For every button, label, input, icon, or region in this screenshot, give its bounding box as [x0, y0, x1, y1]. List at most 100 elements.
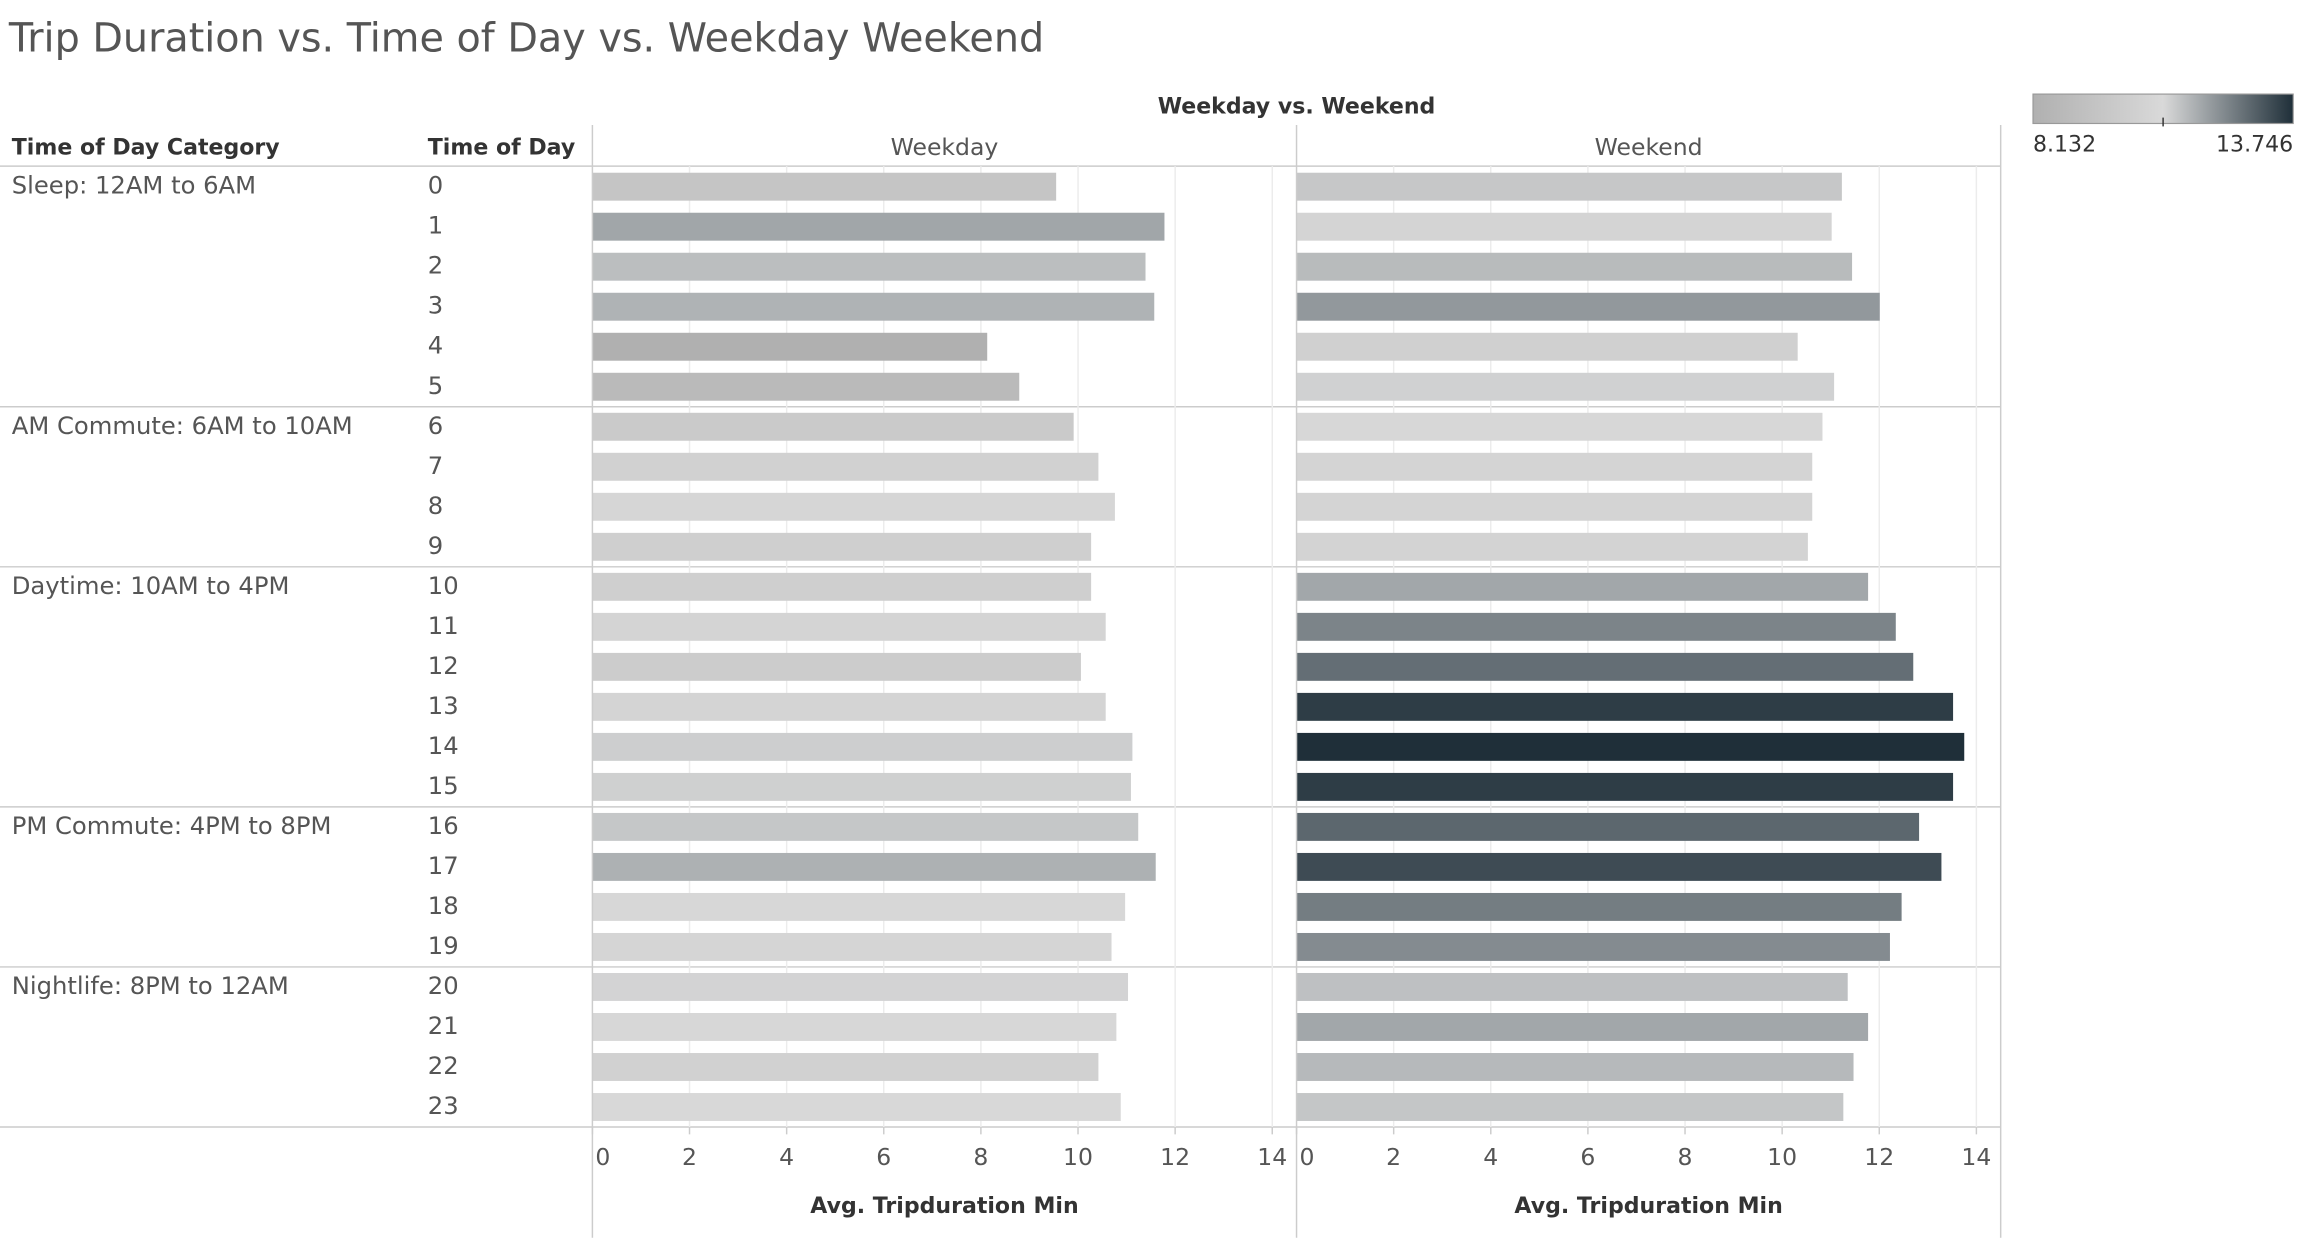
bar	[592, 1093, 1121, 1121]
x-tick-label: 0	[595, 1143, 610, 1171]
bar	[592, 1013, 1117, 1041]
bar	[1296, 1093, 1844, 1121]
bar	[1296, 812, 1920, 841]
bar	[1296, 532, 1808, 561]
row-label: 1	[428, 211, 443, 240]
row-label: 2	[428, 251, 443, 280]
bar	[1296, 612, 1896, 641]
group-label: Daytime: 10AM to 4PM	[12, 571, 290, 600]
bar	[1296, 572, 1869, 601]
chart-body: Trip Duration vs. Time of Day vs. Weekda…	[0, 16, 2294, 1238]
bar	[1296, 452, 1813, 481]
bar	[592, 492, 1115, 521]
bar	[1296, 1013, 1869, 1041]
x-tick-label: 8	[1678, 1143, 1693, 1171]
x-axis-label: Avg. Tripduration Min	[1514, 1194, 1782, 1219]
bar	[592, 1053, 1099, 1081]
row-label: 11	[428, 611, 459, 640]
bar	[1296, 412, 1823, 441]
bar	[1296, 372, 1835, 401]
bar	[1296, 932, 1890, 961]
x-tick-label: 6	[876, 1143, 891, 1171]
bar	[592, 212, 1165, 241]
bar	[592, 812, 1139, 841]
row-label: 3	[428, 291, 443, 320]
x-tick-label: 12	[1160, 1143, 1190, 1171]
group-label: AM Commute: 6AM to 10AM	[12, 411, 353, 440]
row-label: 4	[428, 331, 443, 360]
bar	[592, 852, 1156, 881]
bar	[1296, 972, 1848, 1001]
x-axis-label: Avg. Tripduration Min	[810, 1194, 1078, 1219]
bar	[1296, 892, 1902, 921]
group-label: Sleep: 12AM to 6AM	[12, 171, 256, 200]
bar	[592, 372, 1020, 401]
row-label: 5	[428, 371, 443, 400]
bar	[592, 572, 1092, 601]
row-label: 17	[428, 851, 459, 880]
bar	[1296, 732, 1965, 761]
x-tick-label: 10	[1767, 1143, 1797, 1171]
bar	[592, 652, 1081, 681]
row-label: 20	[428, 971, 459, 1000]
panel-header: Weekend	[1595, 133, 1703, 161]
bar	[592, 412, 1074, 441]
x-tick-label: 10	[1063, 1143, 1093, 1171]
bar	[1296, 252, 1853, 281]
chart-title: Trip Duration vs. Time of Day vs. Weekda…	[8, 16, 1044, 62]
row-label: 16	[428, 811, 459, 840]
row-label: 14	[428, 731, 459, 760]
x-tick-label: 2	[1386, 1143, 1401, 1171]
bar	[1296, 212, 1832, 241]
bar	[1296, 772, 1954, 801]
bar	[1296, 332, 1798, 361]
x-tick-label: 6	[1580, 1143, 1595, 1171]
row-label: 10	[428, 571, 459, 600]
row-label: 12	[428, 651, 459, 680]
row-label: 7	[428, 451, 443, 480]
bar	[592, 252, 1146, 281]
bar	[592, 932, 1112, 961]
row-label: 8	[428, 491, 443, 520]
column-header: Weekday vs. Weekend	[1158, 94, 1436, 119]
row-label: 0	[428, 171, 443, 200]
bar	[592, 532, 1092, 561]
bar	[592, 612, 1106, 641]
row-label: 18	[428, 891, 459, 920]
x-tick-label: 2	[682, 1143, 697, 1171]
x-tick-label: 14	[1961, 1143, 1991, 1171]
bar	[592, 892, 1126, 921]
bar	[592, 692, 1106, 721]
row-label: 19	[428, 931, 459, 960]
row-label: 23	[428, 1091, 459, 1120]
row-label: 9	[428, 531, 443, 560]
bar	[1296, 292, 1880, 321]
bar	[1296, 652, 1914, 681]
bar	[1296, 492, 1813, 521]
row-header: Time of Day Category	[12, 135, 280, 160]
bar	[1296, 852, 1942, 881]
legend-min: 8.132	[2033, 133, 2096, 158]
bar	[592, 292, 1155, 321]
x-tick-label: 0	[1299, 1143, 1314, 1171]
x-tick-label: 4	[779, 1143, 794, 1171]
row-header: Time of Day	[428, 135, 575, 160]
panel-header: Weekday	[891, 133, 999, 161]
group-label: PM Commute: 4PM to 8PM	[12, 811, 332, 840]
bar	[592, 172, 1057, 201]
group-label: Nightlife: 8PM to 12AM	[12, 971, 289, 1000]
bar	[1296, 1053, 1854, 1081]
bar	[592, 332, 988, 361]
bar	[592, 732, 1133, 761]
row-label: 22	[428, 1051, 459, 1080]
bar	[592, 972, 1129, 1001]
x-tick-label: 4	[1483, 1143, 1498, 1171]
bar	[1296, 692, 1954, 721]
bar	[592, 452, 1099, 481]
row-label: 6	[428, 411, 443, 440]
bar	[1296, 172, 1842, 201]
x-tick-label: 12	[1864, 1143, 1894, 1171]
x-tick-label: 8	[973, 1143, 988, 1171]
row-label: 13	[428, 691, 459, 720]
